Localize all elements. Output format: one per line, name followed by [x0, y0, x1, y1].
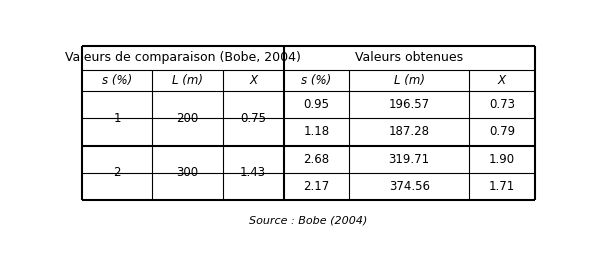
Text: 1.18: 1.18 [303, 125, 329, 138]
Text: 2.17: 2.17 [303, 180, 329, 193]
Text: Source : Bobe (2004): Source : Bobe (2004) [249, 216, 368, 226]
Text: 0.75: 0.75 [240, 112, 266, 125]
Text: X: X [498, 74, 506, 87]
Text: 0.73: 0.73 [489, 98, 515, 111]
Text: Valeurs obtenues: Valeurs obtenues [355, 51, 464, 64]
Text: 1: 1 [114, 112, 121, 125]
Text: s (%): s (%) [302, 74, 332, 87]
Text: Valeurs de comparaison (Bobe, 2004): Valeurs de comparaison (Bobe, 2004) [65, 51, 301, 64]
Text: 1.90: 1.90 [489, 153, 515, 166]
Text: 2: 2 [114, 167, 121, 180]
Text: 300: 300 [176, 167, 199, 180]
Text: X: X [249, 74, 257, 87]
Text: 1.43: 1.43 [240, 167, 266, 180]
Text: 196.57: 196.57 [389, 98, 430, 111]
Text: L (m): L (m) [394, 74, 425, 87]
Text: 319.71: 319.71 [389, 153, 430, 166]
Text: L (m): L (m) [172, 74, 203, 87]
Text: s (%): s (%) [102, 74, 132, 87]
Text: 374.56: 374.56 [389, 180, 430, 193]
Text: 2.68: 2.68 [303, 153, 329, 166]
Text: 0.79: 0.79 [489, 125, 515, 138]
Text: 187.28: 187.28 [389, 125, 430, 138]
Text: 1.71: 1.71 [489, 180, 515, 193]
Text: 200: 200 [176, 112, 199, 125]
Text: 0.95: 0.95 [303, 98, 329, 111]
